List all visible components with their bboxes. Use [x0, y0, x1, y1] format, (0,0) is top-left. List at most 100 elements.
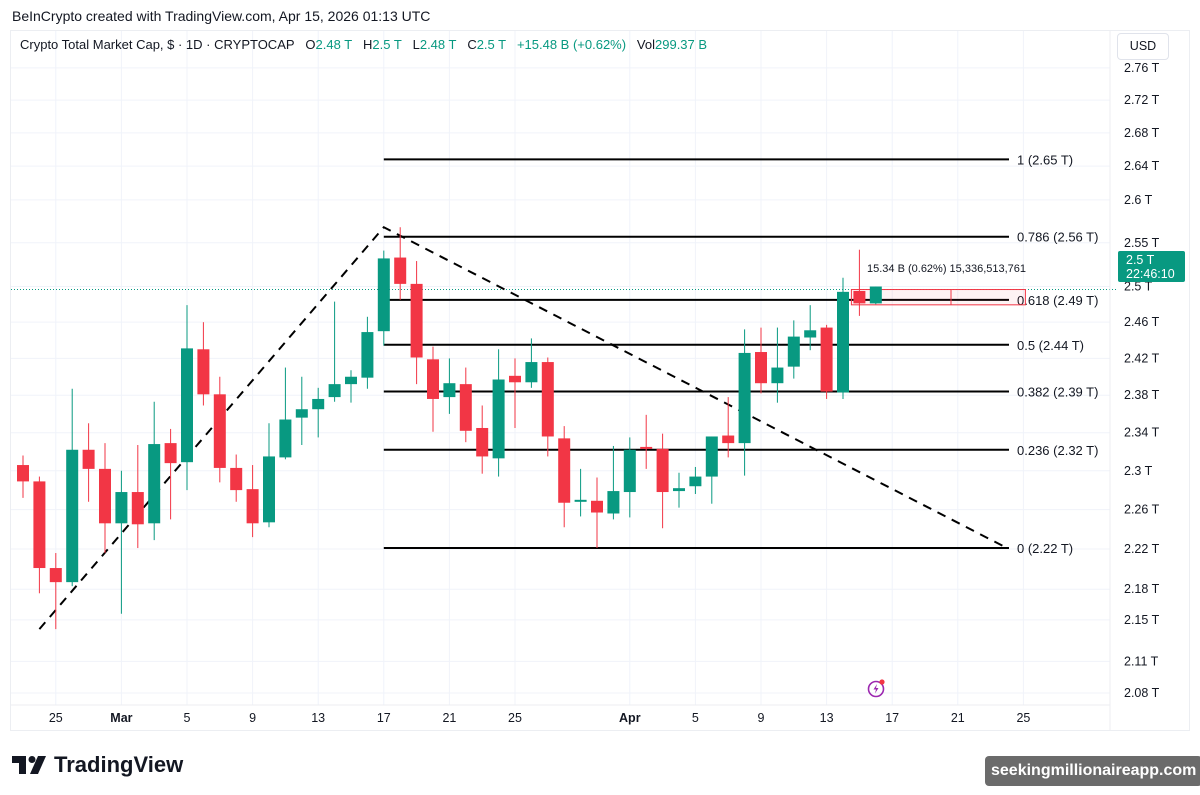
candle-body: [213, 394, 226, 468]
candle-2026-02-23[interactable]: [33, 476, 46, 594]
candle-2026-04-13[interactable]: [837, 277, 849, 399]
candle-2026-04-12[interactable]: [820, 324, 833, 399]
y-tick-label: 2.15 T: [1124, 613, 1160, 627]
candle-body: [689, 476, 702, 487]
bar-countdown: 22:46:10: [1126, 267, 1175, 281]
currency-button[interactable]: USD: [1117, 33, 1169, 60]
candle-2026-03-17[interactable]: [394, 227, 407, 300]
candle-2026-03-31[interactable]: [623, 437, 636, 518]
candle-2026-03-06[interactable]: [213, 376, 226, 483]
candle-body: [82, 449, 95, 469]
candle-2026-03-26[interactable]: [541, 357, 554, 457]
candle-2026-03-02[interactable]: [148, 401, 161, 541]
x-tick-label: 13: [820, 711, 834, 725]
candle-2026-03-24[interactable]: [509, 358, 521, 428]
candle-2026-03-25[interactable]: [525, 338, 538, 388]
candle-body: [738, 352, 751, 444]
candle-2026-04-06[interactable]: [722, 397, 735, 458]
candle-2026-03-28[interactable]: [574, 468, 587, 517]
x-tick-label: 17: [377, 711, 391, 725]
candle-2026-02-27[interactable]: [99, 443, 111, 554]
candle-2026-03-10[interactable]: [279, 367, 292, 460]
candle-2026-03-04[interactable]: [181, 305, 193, 491]
candle-2026-02-25[interactable]: [66, 388, 79, 587]
candle-2026-03-13[interactable]: [328, 301, 341, 402]
fib-level-label: 0.382 (2.39 T): [1017, 385, 1098, 400]
candle-2026-04-14[interactable]: [853, 249, 866, 316]
candle-2026-03-30[interactable]: [607, 445, 620, 520]
alert-bolt-icon[interactable]: [866, 678, 886, 698]
candle-body: [181, 348, 193, 463]
candle-2026-02-26[interactable]: [82, 423, 95, 502]
candle-body: [541, 362, 554, 437]
candle-2026-02-22[interactable]: [17, 455, 29, 498]
candle-2026-03-20[interactable]: [443, 358, 456, 414]
candle-2026-04-02[interactable]: [656, 433, 669, 529]
candle-body: [410, 283, 423, 358]
y-tick-label: 2.3 T: [1124, 464, 1153, 478]
candle-2026-03-12[interactable]: [312, 387, 325, 438]
candle-body: [623, 449, 636, 493]
candle-2026-03-21[interactable]: [459, 367, 472, 443]
candle-body: [148, 444, 161, 524]
candle-body: [443, 383, 456, 398]
low-value: 2.48 T: [419, 37, 457, 52]
candle-2026-03-08[interactable]: [246, 465, 259, 538]
candle-body: [869, 286, 882, 304]
candle-2026-03-14[interactable]: [345, 370, 357, 403]
current-price-label: 2.5 T 22:46:10: [1118, 251, 1185, 282]
candle-2026-04-11[interactable]: [804, 305, 817, 351]
candle-2026-03-23[interactable]: [492, 349, 505, 477]
chart-frame: [10, 30, 1190, 731]
candle-2026-03-03[interactable]: [164, 428, 177, 520]
candle-2026-03-05[interactable]: [197, 322, 210, 406]
candle-2026-03-22[interactable]: [476, 405, 489, 474]
candle-2026-04-08[interactable]: [755, 327, 767, 394]
symbol-legend: Crypto Total Market Cap, $ · 1D · CRYPTO…: [20, 37, 707, 52]
y-tick-label: 2.38 T: [1124, 388, 1160, 402]
candle-body: [115, 492, 128, 524]
candle-2026-02-28[interactable]: [115, 470, 128, 614]
symbol-title: Crypto Total Market Cap, $ · 1D · CRYPTO…: [20, 37, 295, 52]
candle-2026-03-29[interactable]: [591, 477, 603, 549]
candle-2026-04-09[interactable]: [771, 327, 784, 403]
candle-2026-02-24[interactable]: [49, 553, 62, 630]
x-tick-label: 25: [508, 711, 522, 725]
measure-range-box[interactable]: [850, 289, 1026, 306]
candle-body: [328, 384, 341, 398]
x-tick-label: 9: [758, 711, 765, 725]
candle-body: [49, 568, 62, 583]
candle-body: [771, 367, 784, 384]
candle-2026-04-01[interactable]: [640, 414, 653, 469]
tradingview-logo[interactable]: TradingView: [12, 752, 183, 778]
candle-2026-03-01[interactable]: [131, 445, 144, 549]
y-tick-label: 2.18 T: [1124, 582, 1160, 596]
candle-2026-03-09[interactable]: [263, 423, 275, 528]
candle-2026-03-11[interactable]: [295, 376, 308, 446]
x-tick-label: 17: [885, 711, 899, 725]
candle-body: [705, 436, 718, 477]
candle-2026-03-07[interactable]: [230, 454, 243, 502]
candle-2026-04-04[interactable]: [689, 466, 702, 494]
x-tick-label: 21: [951, 711, 965, 725]
candle-body: [377, 258, 390, 332]
candle-2026-03-18[interactable]: [410, 261, 423, 385]
tradingview-logo-icon: [12, 756, 46, 774]
candle-2026-04-07[interactable]: [738, 329, 751, 476]
candle-2026-04-15[interactable]: [869, 286, 882, 305]
candle-2026-04-05[interactable]: [705, 436, 718, 504]
candle-2026-04-10[interactable]: [787, 320, 800, 379]
candle-2026-04-03[interactable]: [673, 472, 685, 508]
candle-2026-03-16[interactable]: [377, 250, 390, 346]
candle-2026-03-27[interactable]: [558, 426, 571, 528]
volume-value: 299.37 B: [655, 37, 708, 52]
x-tick-label: 5: [184, 711, 191, 725]
fib-level-label: 0.618 (2.49 T): [1017, 293, 1098, 308]
candle-body: [640, 446, 653, 449]
candle-2026-03-15[interactable]: [361, 316, 374, 389]
axes: 2.76 T 2.72 T 2.68 T 2.64 T 2.6 T 2.55 T 2.5 T…: [11, 31, 1160, 731]
y-tick-label: 2.72 T: [1124, 93, 1160, 107]
candle-2026-03-19[interactable]: [427, 346, 439, 432]
candles: [17, 227, 882, 630]
